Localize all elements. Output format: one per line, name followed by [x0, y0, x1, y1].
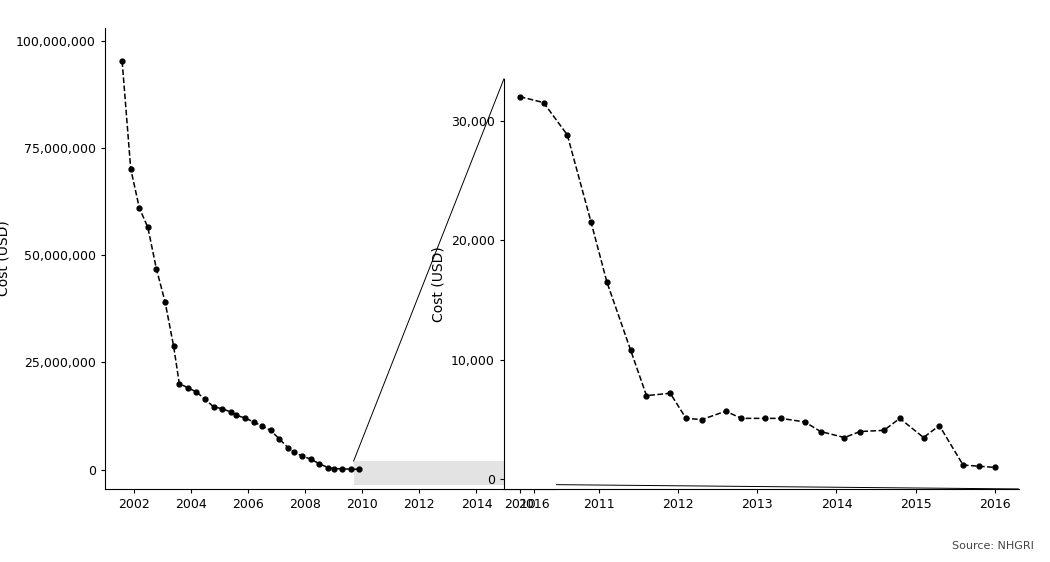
Y-axis label: Cost (USD): Cost (USD) [432, 246, 445, 321]
Bar [354, 461, 556, 484]
Y-axis label: Cost (USD): Cost (USD) [0, 221, 10, 296]
Text: Source: NHGRI: Source: NHGRI [952, 541, 1034, 551]
